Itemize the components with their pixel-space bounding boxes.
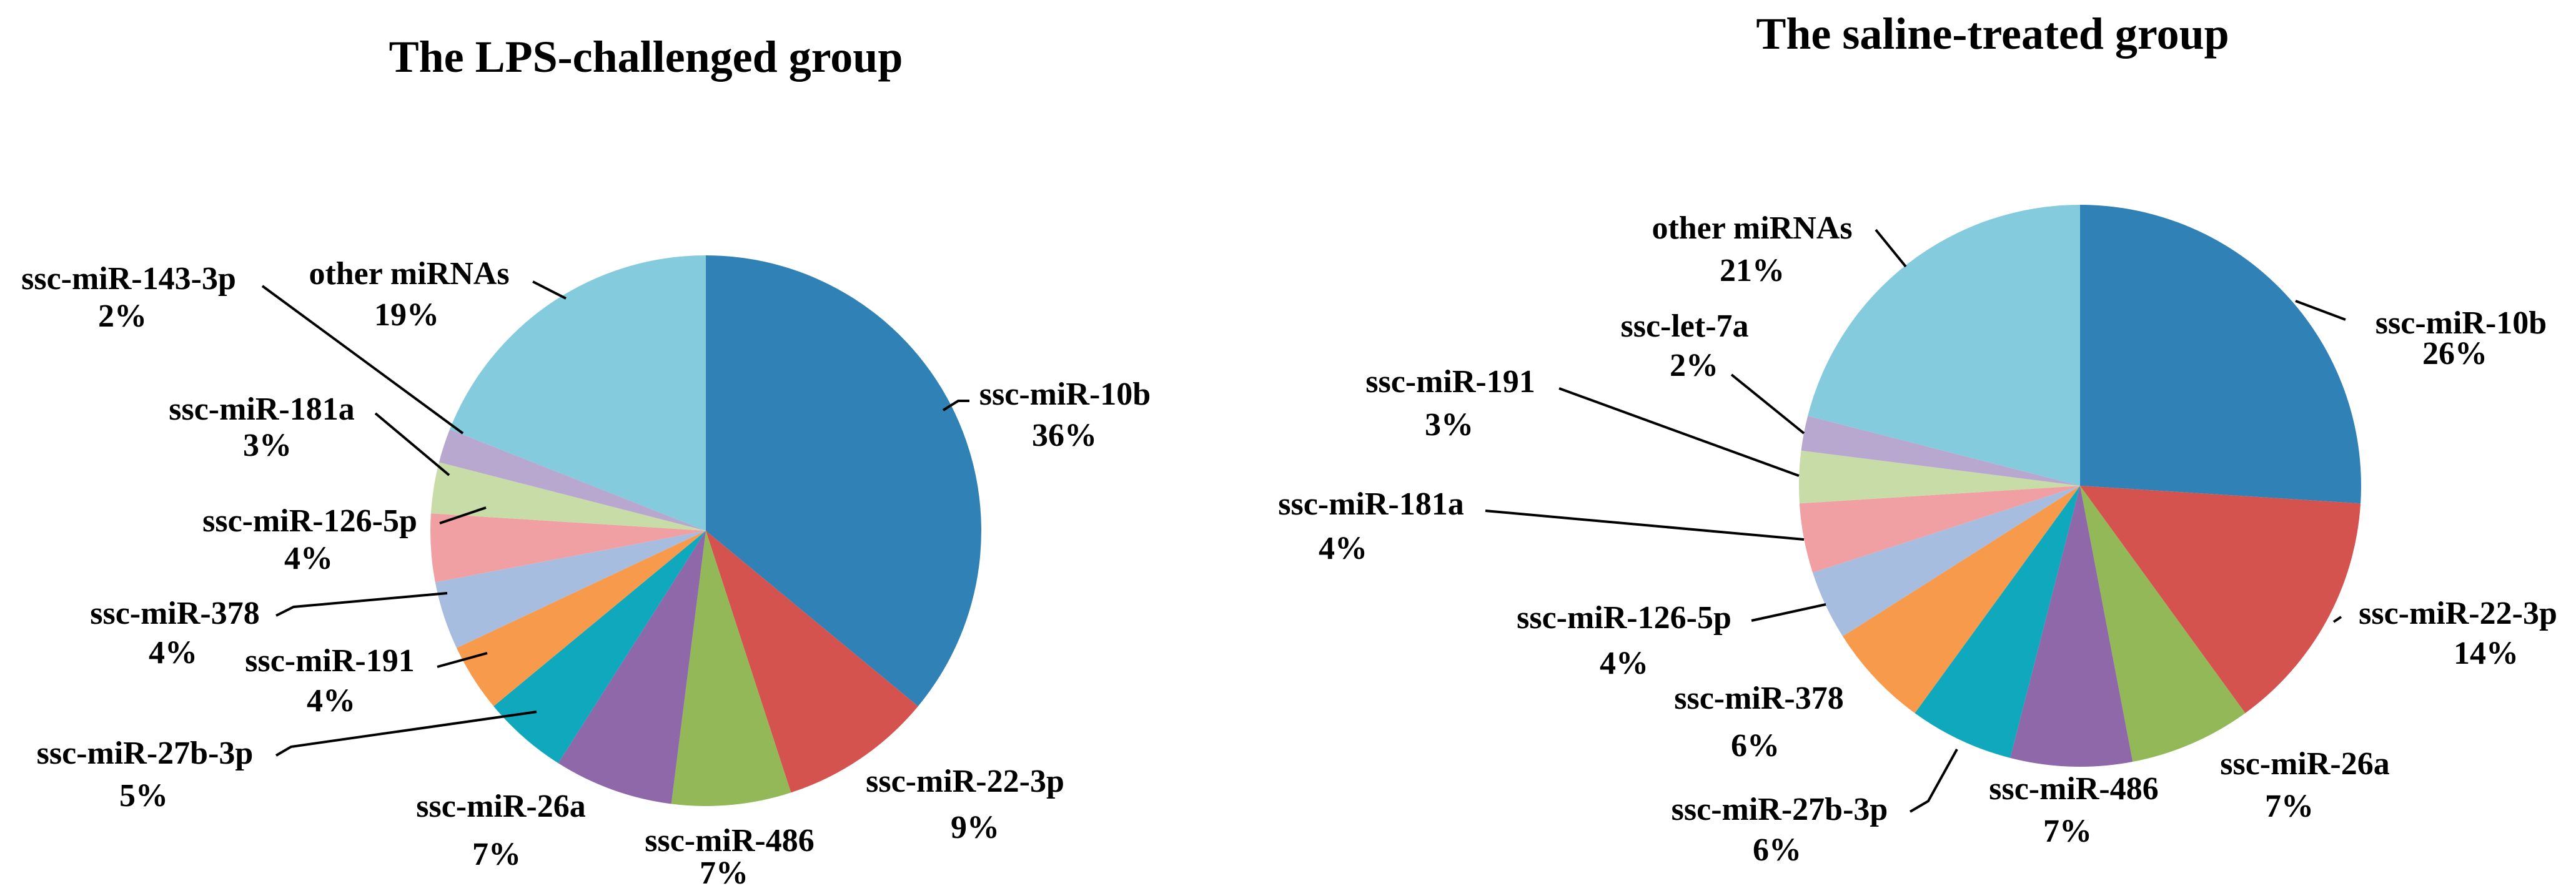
leader-line-ssc-mir-378 <box>275 592 448 617</box>
pie-slice-ssc-mir-378 <box>435 531 706 648</box>
slice-label-ssc-mir-191: ssc-miR-191 <box>245 643 415 679</box>
slice-pct-ssc-mir-181a: 3% <box>243 428 292 463</box>
pie-slice-ssc-mir-126-5p <box>1813 486 2080 637</box>
slice-label-ssc-mir-22-3p: ssc-miR-22-3p <box>866 764 1064 799</box>
slice-pct-ssc-mir-27b-3p: 5% <box>119 778 168 814</box>
pie-slice-ssc-mir-27b-3p <box>493 531 706 764</box>
pie-slice-ssc-mir-181a <box>430 462 706 531</box>
pie-slice-ssc-mir-10b <box>706 255 982 707</box>
slice-pct-other-mirnas: 19% <box>374 297 439 333</box>
slice-label-ssc-mir-126-5p: ssc-miR-126-5p <box>202 503 417 539</box>
lps-challenged-chart: The LPS-challenged group ssc-miR-10b 36% s… <box>21 32 1151 886</box>
slice-label-ssc-mir-486: ssc-miR-486 <box>1989 771 2159 807</box>
slice-pct-ssc-mir-126-5p: 4% <box>284 541 333 576</box>
leader-line-other-mirnas <box>532 280 567 300</box>
pie-slice-ssc-mir-26a <box>2080 486 2246 762</box>
slice-pct-ssc-mir-126-5p: 4% <box>1600 646 1648 681</box>
slice-label-ssc-mir-10b: ssc-miR-10b <box>979 377 1151 412</box>
pie-slice-ssc-mir-143-3p <box>438 429 706 531</box>
leader-line-ssc-mir-27b-3p <box>1909 749 1958 813</box>
pie-slice-other-mirnas <box>1808 205 2080 486</box>
leader-line-ssc-let-7a <box>1730 373 1805 435</box>
slice-pct-ssc-mir-26a: 7% <box>2265 789 2314 824</box>
slice-label-ssc-mir-181a: ssc-miR-181a <box>169 391 355 427</box>
slice-label-ssc-mir-27b-3p: ssc-miR-27b-3p <box>37 736 254 771</box>
leader-line-ssc-mir-181a <box>1485 509 1805 541</box>
slice-pct-ssc-mir-378: 6% <box>1731 728 1780 764</box>
slice-label-ssc-mir-126-5p: ssc-miR-126-5p <box>1517 600 1731 636</box>
pie-slice-ssc-mir-486 <box>671 531 791 806</box>
slice-label-ssc-mir-378: ssc-miR-378 <box>90 596 260 631</box>
leader-line-ssc-mir-191 <box>437 652 488 668</box>
pie-slice-ssc-mir-27b-3p <box>1915 486 2080 758</box>
slice-pct-ssc-mir-486: 7% <box>700 855 748 886</box>
slice-label-ssc-let-7a: ssc-let-7a <box>1620 308 1748 344</box>
slice-pct-ssc-mir-191: 3% <box>1425 407 1474 443</box>
chart-title-saline: The saline-treated group <box>1756 9 2229 59</box>
leader-line-ssc-mir-10b <box>2295 300 2346 321</box>
chart-title-lps: The LPS-challenged group <box>389 32 903 82</box>
pie-slice-ssc-mir-22-3p <box>2080 486 2361 714</box>
pie-slice-other-mirnas <box>450 255 706 531</box>
leader-line-ssc-mir-126-5p <box>439 506 487 524</box>
slice-pct-ssc-mir-10b: 26% <box>2422 336 2487 372</box>
pie-slice-ssc-mir-126-5p <box>430 513 706 583</box>
slice-pct-ssc-mir-486: 7% <box>2043 814 2092 849</box>
pie-slice-ssc-mir-26a <box>558 531 706 804</box>
pie-slice-ssc-mir-22-3p <box>706 531 918 793</box>
slice-pct-ssc-mir-10b: 36% <box>1032 418 1097 453</box>
pie-slice-ssc-mir-378 <box>1843 486 2080 714</box>
slice-label-other-mirnas: other miRNAs <box>1652 210 1852 246</box>
slice-label-ssc-mir-181a: ssc-miR-181a <box>1278 486 1464 522</box>
leader-line-other-mirnas <box>1875 229 1907 268</box>
leader-line-ssc-mir-10b <box>942 400 969 411</box>
pie-slice-ssc-mir-10b <box>2080 205 2361 504</box>
pie-slice-ssc-mir-191 <box>1798 450 2080 504</box>
leader-line-ssc-mir-126-5p <box>1751 603 1826 622</box>
slice-label-ssc-mir-26a: ssc-miR-26a <box>2220 746 2390 782</box>
slice-pct-ssc-mir-143-3p: 2% <box>98 298 147 334</box>
slice-label-ssc-mir-378: ssc-miR-378 <box>1674 681 1844 716</box>
pie-slice-ssc-let-7a <box>1801 416 2080 486</box>
slice-pct-ssc-mir-22-3p: 9% <box>951 810 999 845</box>
pie-slice-ssc-mir-181a <box>1799 486 2080 573</box>
slice-label-ssc-mir-191: ssc-miR-191 <box>1365 364 1535 400</box>
slice-pct-ssc-let-7a: 2% <box>1670 348 1718 383</box>
slice-label-ssc-mir-27b-3p: ssc-miR-27b-3p <box>1672 792 1888 827</box>
slice-label-ssc-mir-143-3p: ssc-miR-143-3p <box>21 261 236 297</box>
slice-label-ssc-mir-22-3p: ssc-miR-22-3p <box>2359 596 2557 631</box>
slice-label-ssc-mir-486: ssc-miR-486 <box>645 823 815 859</box>
pie-slice-ssc-mir-191 <box>457 531 706 707</box>
pie-slice-ssc-mir-486 <box>2010 486 2133 767</box>
leader-line-ssc-mir-181a <box>374 412 450 476</box>
slice-pct-ssc-mir-22-3p: 14% <box>2454 636 2519 671</box>
slice-pct-ssc-mir-26a: 7% <box>472 837 521 872</box>
slice-label-other-mirnas: other miRNAs <box>309 256 509 292</box>
slice-pct-ssc-mir-191: 4% <box>307 683 355 719</box>
leader-line-ssc-mir-22-3p <box>2332 616 2342 623</box>
slice-pct-other-mirnas: 21% <box>1720 253 1785 288</box>
slice-pct-ssc-mir-27b-3p: 6% <box>1753 832 1801 868</box>
slice-label-ssc-mir-26a: ssc-miR-26a <box>416 789 586 824</box>
leader-line-ssc-mir-191 <box>1558 387 1800 477</box>
slice-pct-ssc-mir-181a: 4% <box>1319 531 1367 566</box>
leader-line-ssc-mir-143-3p <box>261 285 464 435</box>
leader-line-ssc-mir-27b-3p <box>275 711 537 757</box>
slice-label-ssc-mir-10b: ssc-miR-10b <box>2375 305 2547 341</box>
slice-pct-ssc-mir-378: 4% <box>149 635 197 671</box>
